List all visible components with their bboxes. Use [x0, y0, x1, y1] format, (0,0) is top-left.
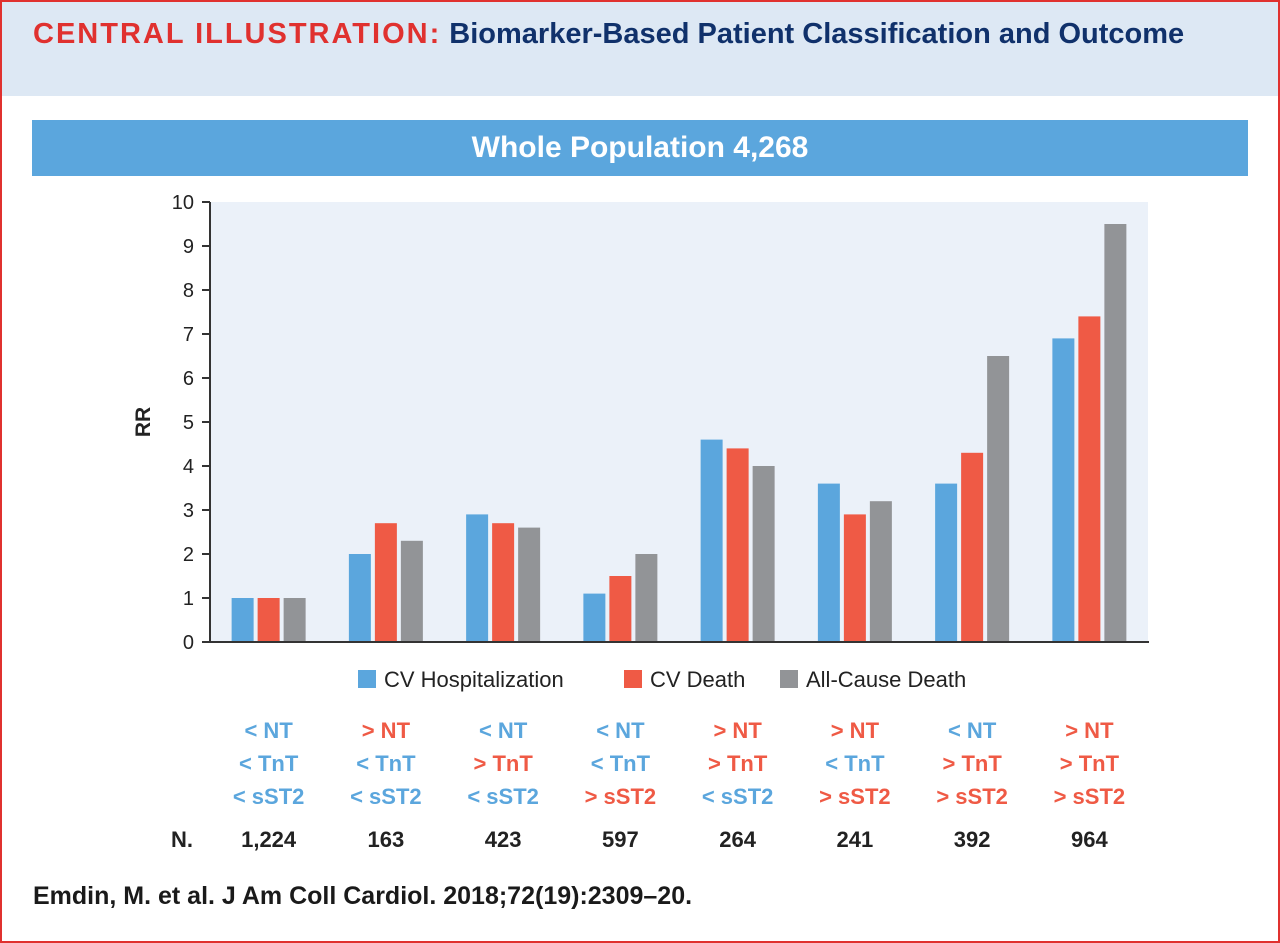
group-n-value: 392: [953, 827, 991, 852]
nt-threshold-label: < NT: [947, 718, 997, 743]
group-n-value: 264: [719, 827, 756, 852]
tnt-threshold-label: < TnT: [356, 751, 416, 776]
nt-threshold-label: < NT: [478, 718, 528, 743]
bar-all-cause-death: [518, 527, 541, 642]
y-tick-label: 9: [183, 236, 194, 258]
legend-label: All-Cause Death: [806, 667, 966, 692]
tnt-threshold-label: > TnT: [942, 751, 1002, 776]
banner-title: Whole Population 4,268: [471, 131, 809, 164]
legend: CV Hospitalization CV Death All-Cause Deat…: [358, 667, 966, 692]
bar-all-cause-death: [635, 554, 658, 642]
sst2-threshold-label: < sST2: [467, 784, 539, 809]
bars: [231, 224, 1127, 642]
y-tick-label: 1: [183, 588, 194, 610]
tnt-threshold-label: > TnT: [473, 751, 533, 776]
bar-cv-death: [609, 576, 632, 642]
sst2-threshold-label: < sST2: [350, 784, 422, 809]
tnt-threshold-label: < TnT: [825, 751, 885, 776]
bar-all-cause-death: [869, 501, 892, 642]
legend-label: CV Hospitalization: [384, 667, 564, 692]
legend-swatch: [358, 670, 376, 688]
sst2-threshold-label: > sST2: [819, 784, 891, 809]
group-labels: < NT < TnT < sST2 1,224 > NT < TnT < sST2 163 < …: [2, 714, 1278, 854]
nt-threshold-label: > NT: [1065, 718, 1114, 743]
bar-cv-hospitalization: [817, 483, 840, 642]
y-tick-label: 3: [183, 500, 194, 522]
bar-cv-death: [843, 514, 866, 642]
group-n-value: 597: [602, 827, 639, 852]
bar-cv-hospitalization: [583, 593, 606, 642]
y-tick-label: 4: [183, 456, 194, 478]
bar-cv-death: [492, 523, 515, 642]
population-banner: Whole Population 4,268: [32, 120, 1248, 176]
figure-header: CENTRAL ILLUSTRATION: Biomarker-Based Pa…: [2, 2, 1278, 96]
group-n-value: 423: [484, 827, 522, 852]
nt-threshold-label: > NT: [830, 718, 880, 743]
sst2-threshold-label: < sST2: [701, 784, 774, 809]
tnt-threshold-label: > TnT: [707, 751, 768, 776]
group-n-value: 964: [1071, 827, 1108, 852]
header-label: CENTRAL ILLUSTRATION:: [33, 18, 442, 50]
legend-swatch: [624, 670, 642, 688]
y-tick-label: 2: [183, 544, 194, 566]
bar-cv-hospitalization: [466, 514, 489, 642]
tnt-threshold-label: > TnT: [1059, 751, 1120, 776]
y-tick-label: 7: [183, 324, 194, 346]
group-n-value: 163: [367, 827, 405, 852]
bar-cv-death: [374, 523, 397, 642]
y-tick-label: 0: [183, 632, 194, 654]
y-tick-label: 8: [183, 280, 194, 302]
bar-cv-death: [726, 448, 749, 642]
nt-threshold-label: < NT: [596, 718, 645, 743]
bar-all-cause-death: [283, 598, 306, 642]
nt-threshold-label: > NT: [361, 718, 411, 743]
bar-all-cause-death: [987, 356, 1010, 642]
y-axis-title: RR: [132, 407, 155, 437]
bar-cv-hospitalization: [700, 439, 723, 642]
tnt-threshold-label: < TnT: [238, 751, 299, 776]
bar-cv-death: [1078, 316, 1101, 642]
nt-threshold-label: > NT: [713, 718, 762, 743]
bar-cv-hospitalization: [935, 483, 958, 642]
sst2-threshold-label: > sST2: [584, 784, 657, 809]
header-text: CENTRAL ILLUSTRATION: Biomarker-Based Pa…: [33, 16, 1233, 52]
bar-cv-death: [961, 452, 984, 642]
n-row-label: N.: [171, 827, 193, 852]
y-axis-ticks: 0 1 2 3 4 5 6 7 8 9 10: [172, 192, 210, 654]
bar-cv-hospitalization: [1052, 338, 1075, 642]
bar-all-cause-death: [752, 466, 775, 642]
group-n-value: 1,224: [241, 827, 297, 852]
citation: Emdin, M. et al. J Am Coll Cardiol. 2018…: [33, 882, 693, 910]
sst2-threshold-label: < sST2: [232, 784, 305, 809]
sst2-threshold-label: > sST2: [1053, 784, 1126, 809]
bar-cv-death: [257, 598, 280, 642]
group-n-value: 241: [836, 827, 874, 852]
y-tick-label: 5: [183, 412, 194, 434]
tnt-threshold-label: < TnT: [590, 751, 651, 776]
legend-swatch: [780, 670, 798, 688]
sst2-threshold-label: > sST2: [936, 784, 1008, 809]
y-tick-label: 10: [172, 192, 194, 214]
y-tick-label: 6: [183, 368, 194, 390]
bar-cv-hospitalization: [231, 598, 254, 642]
bar-cv-hospitalization: [348, 554, 371, 642]
bar-all-cause-death: [1104, 224, 1127, 642]
nt-threshold-label: < NT: [244, 718, 293, 743]
legend-label: CV Death: [650, 667, 745, 692]
bar-all-cause-death: [400, 540, 423, 642]
header-title: Biomarker-Based Patient Classification a…: [449, 18, 1185, 50]
bar-chart: 0 1 2 3 4 5 6 7 8 9 10 RR CV Hospitalization CV Dea…: [132, 192, 1149, 692]
